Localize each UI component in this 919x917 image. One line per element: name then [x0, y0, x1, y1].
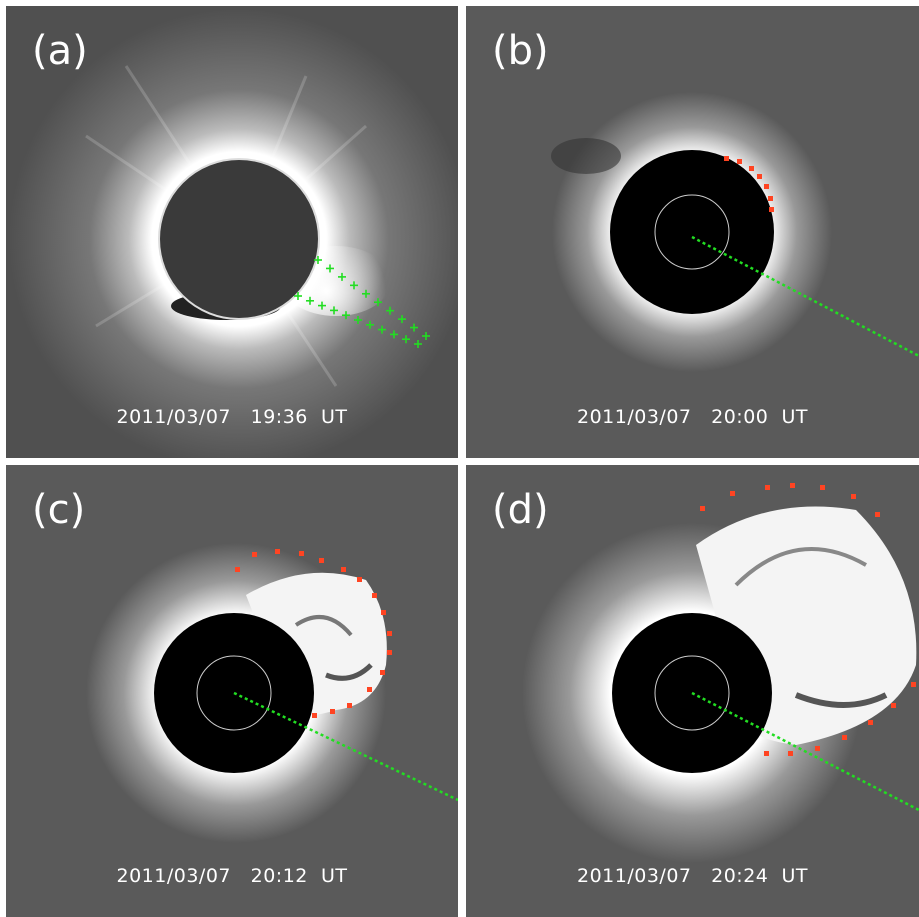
panel-label: (d) [492, 487, 549, 533]
panel-b-image [551, 92, 919, 372]
occulting-disk [610, 150, 774, 314]
solar-limb-circle [196, 655, 272, 731]
solar-limb-circle [654, 194, 730, 270]
panel-a-coronagraph-image: (a) 2011/03/07 19:36 UT [6, 6, 458, 458]
solar-limb-circle [654, 655, 730, 731]
timestamp: 2011/03/07 19:36 UT [116, 406, 348, 428]
panel-b-coronagraph-image: (b) 2011/03/07 20:00 UT [466, 6, 919, 458]
panel-c-coronagraph-image: (c) 2011/03/07 20:12 UT [6, 465, 458, 917]
feature-track-markers [294, 256, 430, 348]
panel-a-image [6, 6, 458, 458]
timestamp: 2011/03/07 20:00 UT [577, 406, 808, 428]
panel-label: (b) [492, 28, 549, 74]
panel-d-image [522, 483, 919, 863]
panel-c-image [86, 543, 458, 843]
timestamp: 2011/03/07 20:24 UT [577, 865, 808, 887]
occulting-disk [158, 158, 320, 320]
panel-label: (a) [32, 28, 88, 74]
position-angle-line [233, 691, 458, 802]
position-angle-line [691, 691, 919, 812]
cme-front-markers [724, 156, 774, 212]
position-angle-line [691, 235, 919, 358]
panel-d-coronagraph-image: (d) 2011/03/07 20:24 UT [466, 465, 919, 917]
cme-front-markers [235, 549, 392, 718]
cme-front-markers [700, 483, 916, 756]
timestamp: 2011/03/07 20:12 UT [116, 865, 348, 887]
panel-label: (c) [32, 487, 86, 533]
